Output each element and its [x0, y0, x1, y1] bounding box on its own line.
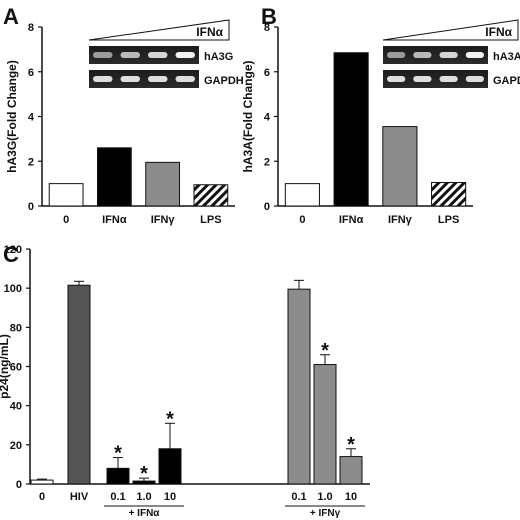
panel-c: 0 20 40 60 80 100 120 0 HIV * 0.1 * 1.0 * 10 0.1 * 1.0 * 10…	[0, 244, 370, 519]
panel-a-bar	[193, 184, 229, 207]
panel-b-gel-band	[465, 52, 484, 58]
panel-c-x-tick-label: HIV	[70, 491, 89, 503]
panel-b-y-tick-label: 0	[264, 201, 270, 213]
panel-a-gel-strip	[89, 70, 199, 88]
panel-b-bar	[382, 126, 418, 207]
panel-c-group-label: + IFNγ	[310, 508, 341, 519]
panel-b-y-tick-label: 8	[264, 22, 270, 34]
panel-c-bar	[30, 479, 54, 485]
panel-a-gel-band	[120, 76, 140, 82]
panel-b-gel-band	[413, 76, 432, 82]
panel-c-group-label: + IFNα	[129, 508, 161, 519]
panel-a-x-tick-label: IFNγ	[151, 214, 176, 226]
panel-letter-c: C	[3, 242, 19, 267]
panel-b-gel-band	[465, 76, 484, 82]
panel-a-x-tick-label: LPS	[200, 214, 221, 226]
panel-b-y-tick-label: 4	[264, 112, 271, 124]
panel-c-x-tick-label: 0	[39, 491, 45, 503]
panel-c-x-tick-label: 0.1	[110, 491, 125, 503]
panel-b-gel-strip	[383, 70, 488, 88]
panel-b-bar	[284, 183, 320, 207]
panel-b-gel-band	[387, 52, 406, 58]
panel-a-bar	[48, 183, 84, 207]
panel-a-gel-band	[175, 52, 195, 58]
panel-b-gel-band	[413, 52, 432, 58]
panel-letter-b: B	[261, 4, 277, 29]
panel-a-y-tick-label: 2	[28, 156, 34, 168]
panel-c-significance-mark: *	[114, 443, 122, 465]
panel-c-x-tick-label: 0.1	[291, 491, 306, 503]
panel-c-x-tick-label: 1.0	[136, 491, 151, 503]
panel-c-x-tick-label: 10	[345, 491, 357, 503]
panel-b-band-label: hA3A	[493, 51, 520, 63]
panel-c-significance-mark: *	[321, 340, 329, 362]
panel-c-significance-mark: *	[347, 434, 355, 456]
panel-a-dose-wedge	[88, 19, 230, 41]
panel-b-x-tick-label: IFNγ	[388, 214, 413, 226]
panel-a-x-tick-label: IFNα	[102, 214, 127, 226]
panel-b-bar	[333, 52, 369, 207]
panel-b-dose-wedge	[382, 19, 519, 41]
panel-a-gel-strip	[89, 46, 199, 64]
panel-c-significance-mark: *	[166, 408, 174, 430]
panel-b-wedge-label: IFNα	[485, 25, 512, 39]
panel-b-band-label: GAPDH	[493, 75, 520, 87]
panel-b-x-tick-label: LPS	[438, 214, 459, 226]
panel-c-y-tick-label: 120	[4, 244, 22, 256]
panel-letter-a: A	[3, 4, 19, 29]
panel-c-bar	[158, 448, 182, 485]
panel-b-gel-strip	[383, 46, 488, 64]
panel-a-gel-band	[93, 76, 113, 82]
panel-c-x-tick-label: 10	[164, 491, 176, 503]
panel-a-y-tick-label: 6	[28, 67, 34, 79]
panel-c-bar	[67, 284, 91, 485]
panel-a-y-tick-label: 8	[28, 22, 34, 34]
panel-b-x-tick-label: IFNα	[339, 214, 364, 226]
panel-a-gel-band	[175, 76, 195, 82]
panel-a-band-label: hA3G	[204, 51, 233, 63]
panel-c-y-tick-label: 80	[10, 322, 22, 334]
panel-c-bar	[339, 456, 363, 485]
panel-letters: A B C	[3, 4, 277, 267]
panel-a: 0 2 4 6 8 0 IFNα IFNγ LPS hA3G(Fold Change) IFNα hA…	[5, 19, 244, 226]
panel-b-bar	[431, 182, 467, 207]
panel-a-y-axis-title: hA3G(Fold Change)	[5, 60, 19, 173]
panel-c-y-tick-label: 0	[16, 479, 22, 491]
panel-c-bar	[287, 288, 311, 485]
panel-b-y-tick-label: 6	[264, 67, 270, 79]
panel-c-y-tick-label: 60	[10, 362, 22, 374]
panel-a-y-tick-label: 0	[28, 201, 34, 213]
panel-b-gel-band	[439, 52, 458, 58]
panel-a-x-tick-label: 0	[63, 214, 69, 226]
panel-a-gel-band	[120, 52, 140, 58]
panel-a-gel-band	[148, 76, 168, 82]
panel-c-significance-mark: *	[140, 463, 148, 485]
panel-c-y-tick-label: 100	[4, 283, 22, 295]
panel-b-y-axis-title: hA3A(Fold Change)	[241, 61, 255, 173]
panel-a-bar	[145, 161, 181, 207]
panel-a-y-tick-label: 4	[28, 112, 35, 124]
panel-a-band-label: GAPDH	[204, 75, 244, 87]
panel-c-bar	[106, 467, 130, 485]
panel-a-gel-band	[93, 52, 113, 58]
panel-c-x-tick-label: 1.0	[317, 491, 332, 503]
panel-c-y-tick-label: 40	[10, 401, 22, 413]
panel-c-y-tick-label: 20	[10, 440, 22, 452]
panel-c-bar	[313, 364, 337, 485]
panel-b-y-tick-label: 2	[264, 156, 270, 168]
panel-a-wedge-label: IFNα	[196, 25, 223, 39]
panel-b-x-tick-label: 0	[299, 214, 305, 226]
panel-b: 0 2 4 6 8 0 IFNα IFNγ LPS hA3A(Fold Change) IFNα hA…	[241, 19, 520, 226]
panel-b-gel-band	[387, 76, 406, 82]
panel-a-bar	[96, 147, 132, 207]
panel-a-gel-band	[148, 52, 168, 58]
panel-c-y-axis-title: p24(ng/mL)	[0, 334, 11, 399]
panel-b-gel-band	[439, 76, 458, 82]
